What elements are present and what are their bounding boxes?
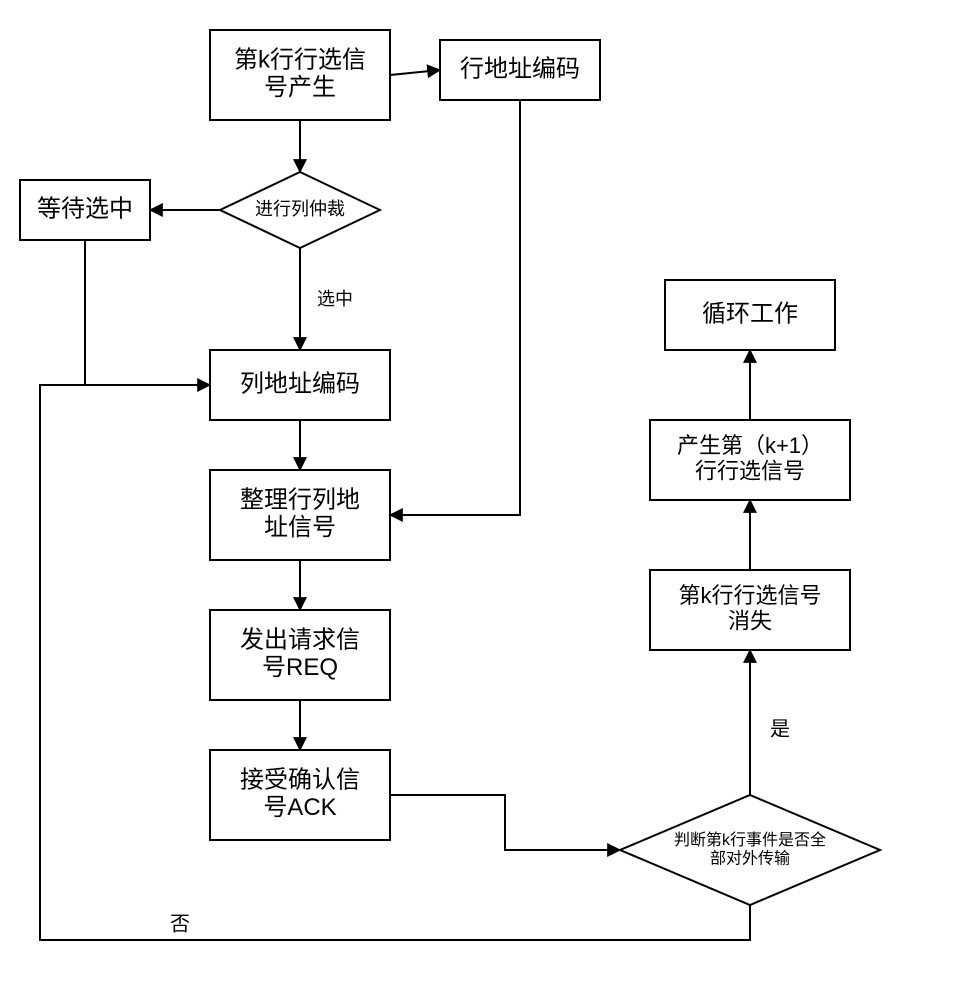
- node-label: 第k行行选信: [234, 47, 366, 74]
- flow-node-n_colenc: 列地址编码: [210, 350, 390, 420]
- node-label: 第k行行选信号: [678, 583, 821, 608]
- node-label: 列地址编码: [240, 370, 360, 397]
- node-label: 整理行列地: [240, 487, 360, 514]
- node-label: 判断第k行事件是否全: [674, 831, 826, 849]
- node-label: 消失: [728, 608, 772, 633]
- flow-node-n_next: 产生第（k+1）行行选信号: [650, 420, 850, 500]
- node-label: 址信号: [264, 514, 336, 541]
- node-label: 行地址编码: [460, 55, 580, 82]
- node-label: 等待选中: [37, 195, 133, 222]
- flow-node-n_rowenc: 行地址编码: [440, 40, 600, 100]
- edge-label: 选中: [317, 289, 353, 309]
- node-label: 发出请求信: [240, 627, 360, 654]
- node-label: 行行选信号: [695, 458, 805, 483]
- flow-edge: [390, 795, 620, 850]
- flow-edge: [390, 70, 440, 75]
- flow-node-n_arb: 进行列仲裁: [220, 172, 380, 248]
- edge-label: 否: [170, 913, 190, 935]
- edges-layer: 选中是否: [40, 70, 790, 940]
- flowchart-diagram: 选中是否第k行行选信号产生行地址编码等待选中进行列仲裁列地址编码整理行列地址信号…: [0, 0, 969, 1000]
- flow-node-n_ack: 接受确认信号ACK: [210, 750, 390, 840]
- flow-node-n_wait: 等待选中: [20, 180, 150, 240]
- flow-node-n_dis: 第k行行选信号消失: [650, 570, 850, 650]
- flow-node-n_start: 第k行行选信号产生: [210, 30, 390, 120]
- flow-node-n_judge: 判断第k行事件是否全部对外传输: [620, 795, 880, 905]
- node-label: 接受确认信: [240, 767, 360, 794]
- node-label: 号REQ: [262, 654, 338, 681]
- node-label: 产生第（k+1）: [677, 433, 823, 458]
- node-label: 号产生: [264, 74, 336, 101]
- node-label: 循环工作: [702, 300, 798, 327]
- flow-edge: [85, 240, 210, 385]
- flow-node-n_req: 发出请求信号REQ: [210, 610, 390, 700]
- edge-label: 是: [770, 718, 790, 740]
- flow-node-n_merge: 整理行列地址信号: [210, 470, 390, 560]
- node-label: 部对外传输: [710, 849, 790, 867]
- node-label: 号ACK: [263, 794, 336, 821]
- flow-node-n_loop: 循环工作: [665, 280, 835, 350]
- node-label: 进行列仲裁: [255, 199, 345, 219]
- flow-edge: [390, 100, 520, 515]
